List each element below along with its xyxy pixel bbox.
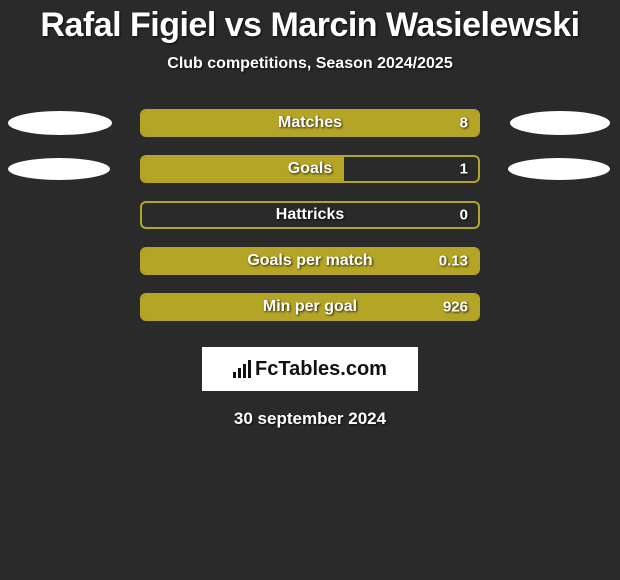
stat-bar: Matches 8: [140, 109, 480, 137]
bar-chart-icon: [233, 360, 251, 378]
stat-value: 0.13: [439, 253, 468, 270]
page-subtitle: Club competitions, Season 2024/2025: [0, 55, 620, 73]
left-score-ellipse: [8, 111, 112, 135]
stat-rows: Matches 8 Goals 1 Hattricks 0 Goals per match 0…: [0, 109, 620, 321]
page-title: Rafal Figiel vs Marcin Wasielewski: [0, 6, 620, 45]
stat-value: 8: [460, 115, 468, 132]
date-line: 30 september 2024: [0, 409, 620, 429]
logo-content: FcTables.com: [233, 358, 387, 381]
stat-bar: Goals 1: [140, 155, 480, 183]
stat-label: Goals: [288, 160, 332, 178]
stat-row: Goals per match 0.13: [0, 247, 620, 275]
right-score-ellipse: [510, 111, 610, 135]
stat-value: 1: [460, 161, 468, 178]
source-logo: FcTables.com: [202, 347, 418, 391]
stat-row: Goals 1: [0, 155, 620, 183]
stat-bar: Goals per match 0.13: [140, 247, 480, 275]
stat-bar: Hattricks 0: [140, 201, 480, 229]
left-score-ellipse: [8, 158, 110, 180]
stat-label: Min per goal: [263, 298, 357, 316]
stat-label: Matches: [278, 114, 342, 132]
stat-label: Goals per match: [247, 252, 372, 270]
stat-bar: Min per goal 926: [140, 293, 480, 321]
logo-text: FcTables.com: [255, 358, 387, 381]
comparison-card: Rafal Figiel vs Marcin Wasielewski Club …: [0, 0, 620, 429]
right-score-ellipse: [508, 158, 610, 180]
stat-value: 926: [443, 299, 468, 316]
stat-label: Hattricks: [276, 206, 344, 224]
stat-row: Hattricks 0: [0, 201, 620, 229]
stat-row: Min per goal 926: [0, 293, 620, 321]
stat-row: Matches 8: [0, 109, 620, 137]
stat-value: 0: [460, 207, 468, 224]
